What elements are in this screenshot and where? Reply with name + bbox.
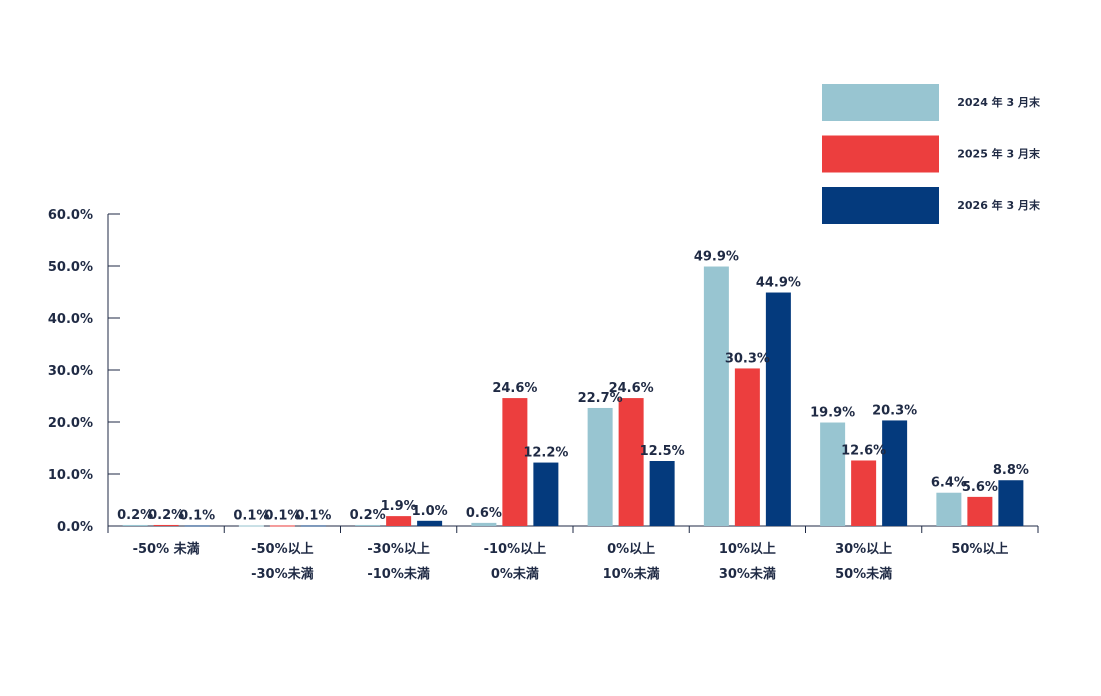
y-tick-label: 50.0%	[48, 260, 93, 275]
bar-value-label: 1.0%	[412, 504, 448, 519]
y-tick-label: 10.0%	[48, 468, 93, 483]
bar	[300, 525, 326, 527]
bar	[703, 266, 729, 526]
bar	[386, 516, 412, 526]
x-category-label: 30%以上	[835, 542, 892, 557]
bar-value-label: 0.2%	[117, 508, 153, 523]
bar	[184, 525, 210, 527]
bar	[618, 398, 644, 526]
axes: 0.0% 10.0% 20.0% 30.0% 40.0% 50.0% 60.0% -50% 未…	[48, 208, 1039, 582]
bar	[417, 520, 443, 526]
bar	[936, 492, 962, 526]
x-category-label: 10%未満	[603, 566, 660, 582]
bar-value-label: 20.3%	[872, 403, 917, 418]
legend-label: 2024 年 3 月末	[957, 95, 1041, 109]
y-tick-label: 20.0%	[48, 416, 93, 431]
bar-value-label: 6.4%	[931, 476, 967, 491]
bar	[820, 422, 846, 526]
bar-value-label: 0.1%	[295, 508, 331, 523]
x-category-label: 50%未満	[835, 566, 892, 582]
legend: 2024 年 3 月末 2025 年 3 月末 2026 年 3 月末	[822, 84, 1041, 224]
y-tick-label: 0.0%	[57, 520, 93, 535]
legend-label: 2026 年 3 月末	[957, 198, 1041, 212]
bar-value-label: 30.3%	[725, 351, 770, 366]
x-category-label: -30%未満	[251, 566, 314, 582]
bar-value-label: 49.9%	[694, 250, 739, 265]
bar-value-label: 1.9%	[381, 499, 417, 514]
bar	[998, 480, 1024, 526]
bar	[355, 524, 381, 526]
bar-value-label: 44.9%	[756, 276, 801, 291]
bar	[649, 461, 675, 526]
x-category-label: -10%未満	[367, 566, 430, 582]
legend-label: 2025 年 3 月末	[957, 147, 1041, 161]
bar	[471, 522, 497, 526]
bar	[734, 368, 760, 526]
x-category-label: 30%未満	[719, 566, 776, 582]
x-category-label: -50% 未満	[133, 541, 200, 557]
bar	[502, 398, 528, 526]
bar	[238, 525, 264, 527]
bar	[587, 407, 613, 526]
bar-value-label: 22.7%	[578, 391, 623, 406]
bar-value-label: 24.6%	[609, 381, 654, 396]
legend-swatch	[822, 135, 939, 173]
bar	[533, 462, 559, 526]
x-category-label: 50%以上	[951, 542, 1008, 557]
bar-value-label: 8.8%	[993, 463, 1029, 478]
bar-value-label: 5.6%	[962, 480, 998, 495]
bar-value-label: 0.2%	[350, 508, 386, 523]
y-tick-label: 40.0%	[48, 312, 93, 327]
legend-swatch	[822, 187, 939, 224]
bar	[851, 460, 877, 526]
bar-value-label: 0.2%	[148, 508, 184, 523]
bar	[882, 420, 908, 526]
x-category-label: 10%以上	[719, 542, 776, 557]
bar	[122, 524, 148, 526]
bar-value-label: 12.5%	[640, 444, 685, 459]
bar	[269, 525, 295, 527]
x-category-label: -10%以上	[484, 542, 547, 557]
x-category-label: 0%以上	[607, 542, 655, 557]
bar	[765, 292, 791, 526]
data-labels: 0.2% 0.1% 0.2% 0.6%22.7%49.9%19.9%6.4%0.2% 0…	[117, 250, 1029, 524]
y-tick-label: 60.0%	[48, 208, 93, 223]
x-category-label: 0%未満	[491, 566, 539, 582]
bar-value-label: 12.6%	[841, 443, 886, 458]
bar-value-label: 0.1%	[264, 508, 300, 523]
bars	[122, 266, 1024, 527]
bar	[153, 524, 179, 526]
bar-value-label: 0.1%	[233, 508, 269, 523]
bar-value-label: 12.2%	[523, 446, 568, 461]
bar-value-label: 24.6%	[492, 381, 537, 396]
bar-value-label: 0.1%	[179, 508, 215, 523]
x-category-label: -50%以上	[251, 542, 314, 557]
bar-value-label: 19.9%	[810, 406, 855, 421]
bar-value-label: 0.6%	[466, 506, 502, 521]
x-category-label: -30%以上	[367, 542, 430, 557]
y-tick-label: 30.0%	[48, 364, 93, 379]
bar	[967, 496, 993, 526]
legend-swatch	[822, 84, 939, 121]
